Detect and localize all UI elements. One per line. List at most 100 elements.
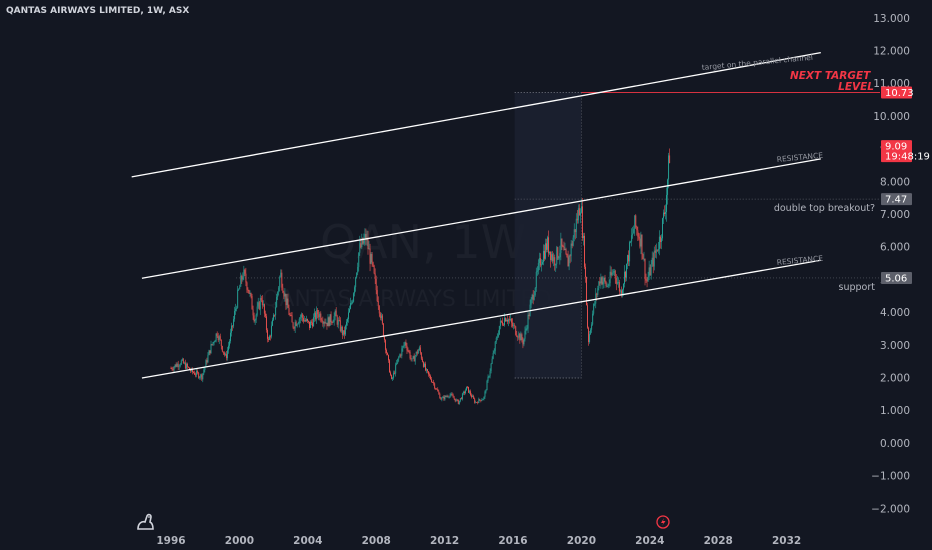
candle-body (617, 282, 619, 283)
candle-body (405, 342, 407, 346)
candle-body (624, 271, 625, 284)
candle-body (359, 243, 361, 253)
candle-body (234, 310, 236, 320)
candle-body (325, 322, 327, 324)
candle-body (440, 398, 442, 400)
candle-body (517, 336, 519, 338)
candle-body (371, 254, 373, 263)
upper-channel-line[interactable] (131, 51, 821, 178)
candle-body (279, 276, 281, 288)
candle-body (555, 264, 557, 266)
candle-body (533, 294, 535, 300)
candle-body (549, 251, 551, 254)
candle-body (472, 396, 474, 398)
candle-body (439, 393, 441, 399)
candle-body (255, 314, 257, 320)
candle-body (281, 272, 283, 288)
candle-body (507, 319, 508, 322)
candle-body (536, 270, 538, 272)
candle-body (625, 271, 626, 278)
candle-body (479, 398, 481, 401)
candle-body (328, 317, 330, 326)
candle-body (258, 302, 260, 310)
candle-body (635, 215, 637, 227)
candle-body (502, 324, 504, 326)
candle-body (546, 243, 547, 250)
watermark-ticker: QAN, 1W (320, 215, 526, 269)
candle-body (238, 289, 240, 291)
candle-body (461, 393, 463, 400)
candle-body (646, 280, 648, 282)
candle-body (297, 323, 299, 325)
parallel-channel[interactable] (131, 51, 821, 379)
candle-body (412, 356, 414, 359)
candle-body (180, 360, 182, 365)
candle-body (532, 294, 534, 300)
candle-body (275, 307, 277, 316)
candle-body (197, 370, 199, 373)
candle-body (467, 386, 468, 388)
tradingview-logo-icon[interactable] (137, 513, 154, 530)
candle-body (398, 356, 400, 359)
candle-body (584, 235, 585, 267)
candle-body (623, 283, 624, 290)
candle-body (286, 298, 288, 306)
candle-body (642, 254, 644, 260)
candle-body (293, 327, 295, 329)
x-tick-label: 2024 (635, 535, 664, 547)
candle-body (640, 234, 642, 247)
candle-body (223, 352, 225, 355)
candle-body (218, 336, 220, 341)
candle-body (627, 255, 629, 264)
candle-body (602, 281, 604, 285)
candle-body (357, 266, 359, 273)
candle-body (338, 320, 340, 321)
flash-icon[interactable] (656, 515, 670, 529)
middle-channel-line[interactable] (141, 158, 821, 279)
candle-body (501, 321, 503, 325)
candle-body (380, 315, 382, 319)
candle-body (273, 314, 275, 320)
candle-body (522, 340, 524, 345)
candle-body (554, 257, 556, 266)
lower-channel-line[interactable] (141, 259, 821, 379)
time-axis[interactable]: 1996 2000 2004 2008 2012 2016 2020 2024 2028 2032 (156, 535, 801, 547)
candle-body (278, 287, 280, 293)
candle-body (212, 342, 214, 345)
candle-body (577, 208, 579, 221)
y-tick-label: 6.000 (880, 242, 910, 254)
candle-body (395, 364, 397, 374)
candle-body (209, 350, 211, 354)
candle-body (323, 322, 325, 324)
candle-body (294, 322, 296, 329)
candle-body (316, 309, 318, 320)
y-tick-label: 4.000 (880, 307, 910, 319)
candle-body (230, 332, 231, 342)
candle-body (451, 393, 453, 396)
candle-body (262, 304, 264, 306)
candle-body (564, 249, 566, 250)
y-tick-label: 13.000 (873, 13, 910, 25)
candle-body (402, 346, 404, 349)
candle-body (442, 396, 444, 398)
candle-body (535, 271, 537, 288)
candle-body (537, 263, 539, 271)
candle-body (571, 243, 573, 246)
candle-body (304, 320, 306, 322)
candle-body (560, 238, 562, 254)
candle-body (364, 234, 366, 239)
candle-body (538, 258, 540, 264)
candle-body (417, 349, 419, 354)
candle-body (360, 243, 362, 248)
y-tick-label: 10.000 (873, 111, 910, 123)
candle-body (322, 321, 324, 324)
candle-body (436, 388, 438, 390)
candle-body (367, 237, 369, 250)
candle-body (576, 218, 578, 221)
candle-body (636, 226, 638, 231)
candle-body (343, 330, 345, 335)
candle-body (458, 400, 460, 405)
candle-body (607, 285, 609, 287)
candle-body (668, 155, 670, 180)
